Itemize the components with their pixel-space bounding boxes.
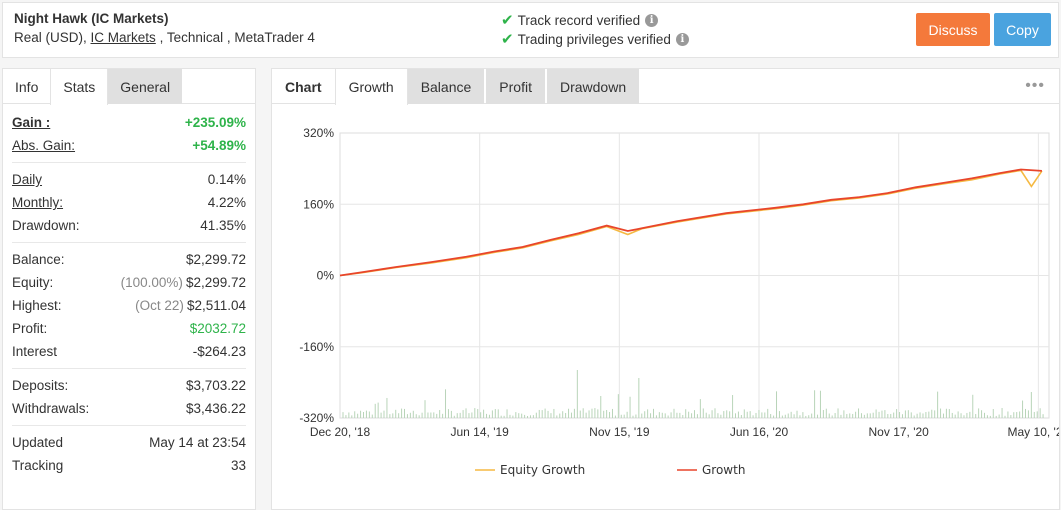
stat-abs-gain: Abs. Gain: +54.89%	[12, 138, 246, 153]
tab-balance[interactable]: Balance	[407, 69, 485, 104]
stat-updated: Updated May 14 at 23:54	[12, 435, 246, 450]
system-name: Night Hawk (IC Markets)	[14, 11, 169, 26]
stat-drawdown: Drawdown: 41.35%	[12, 218, 246, 233]
tab-drawdown[interactable]: Drawdown	[546, 69, 640, 104]
legend-label: Equity Growth	[500, 463, 585, 477]
tab-stats[interactable]: Stats	[50, 69, 109, 105]
growth-chart: 320% 160% 0% -160% -320%Dec 20, '18 Jun 14, '…	[299, 126, 1059, 477]
x-tick-label: Dec 20, '18	[310, 425, 371, 439]
stat-gain: Gain : +235.09%	[12, 115, 246, 130]
highest-date: (Oct 22)	[135, 298, 184, 313]
trading-privileges-label: Trading privileges verified	[517, 31, 671, 47]
stat-highest: Highest: (Oct 22) $2,511.04	[12, 298, 246, 313]
discuss-button[interactable]: Discuss	[916, 13, 990, 46]
tab-general[interactable]: General	[108, 69, 183, 104]
series-line-growth	[339, 168, 1042, 277]
chart-tabs: Chart Growth Balance Profit Drawdown	[272, 69, 1059, 105]
stat-interest: Interest -$264.23	[12, 344, 246, 359]
platform: , MetaTrader 4	[226, 30, 315, 45]
account-type: Real (USD),	[14, 30, 87, 45]
info-icon[interactable]: i	[645, 13, 659, 27]
stat-deposits: Deposits: $3,703.22	[12, 378, 246, 393]
stat-withdrawals: Withdrawals: $3,436.22	[12, 401, 246, 416]
left-tabs: Info Stats General	[3, 69, 255, 105]
stat-balance: Balance: $2,299.72	[12, 252, 246, 267]
tab-growth[interactable]: Growth	[334, 69, 408, 105]
x-tick-label: Jun 16, '20	[730, 425, 789, 439]
stat-tracking: Tracking 33	[12, 458, 246, 473]
tab-info[interactable]: Info	[15, 78, 39, 95]
stat-monthly: Monthly: 4.22%	[12, 195, 246, 210]
copy-button[interactable]: Copy	[994, 13, 1051, 46]
stat-daily: Daily 0.14%	[12, 172, 246, 187]
equity-percent: (100.00%)	[120, 275, 183, 290]
info-icon[interactable]: i	[675, 32, 689, 46]
check-icon: ✔	[501, 12, 514, 29]
x-tick-label: Nov 15, '19	[589, 425, 650, 439]
trading-style: , Technical	[159, 30, 224, 45]
legend-label: Growth	[702, 463, 745, 477]
stat-equity: Equity: (100.00%) $2,299.72	[12, 275, 246, 290]
stats-panel: Info Stats General Gain : +235.09% Abs. G…	[2, 68, 256, 510]
trading-privileges-verified: ✔ Trading privileges verified i	[501, 30, 689, 48]
y-tick-label: -160%	[299, 340, 334, 354]
chart-tabs-label: Chart	[285, 78, 322, 95]
track-record-label: Track record verified	[517, 12, 641, 28]
more-options-icon[interactable]: •••	[1025, 77, 1045, 94]
chart-panel: Chart Growth Balance Profit Drawdown •••…	[271, 68, 1060, 510]
y-tick-label: -320%	[299, 411, 334, 425]
y-tick-label: 160%	[303, 197, 334, 211]
broker-link[interactable]: IC Markets	[90, 30, 156, 45]
system-header: Night Hawk (IC Markets) Real (USD), IC M…	[2, 2, 1059, 58]
stat-profit: Profit: $2032.72	[12, 321, 246, 336]
y-tick-label: 320%	[303, 126, 334, 140]
tab-profit[interactable]: Profit	[486, 69, 545, 104]
x-tick-label: Jun 14, '19	[451, 425, 510, 439]
x-tick-label: May 10, '21	[1008, 425, 1059, 439]
highest-value: $2,511.04	[186, 298, 246, 313]
y-tick-label: 0%	[317, 269, 335, 283]
track-record-verified: ✔ Track record verified i	[501, 11, 659, 29]
check-icon: ✔	[501, 31, 514, 48]
system-meta: Real (USD), IC Markets , Technical , Met…	[14, 30, 315, 45]
equity-value: $2,299.72	[185, 275, 246, 290]
x-tick-label: Nov 17, '20	[869, 425, 930, 439]
